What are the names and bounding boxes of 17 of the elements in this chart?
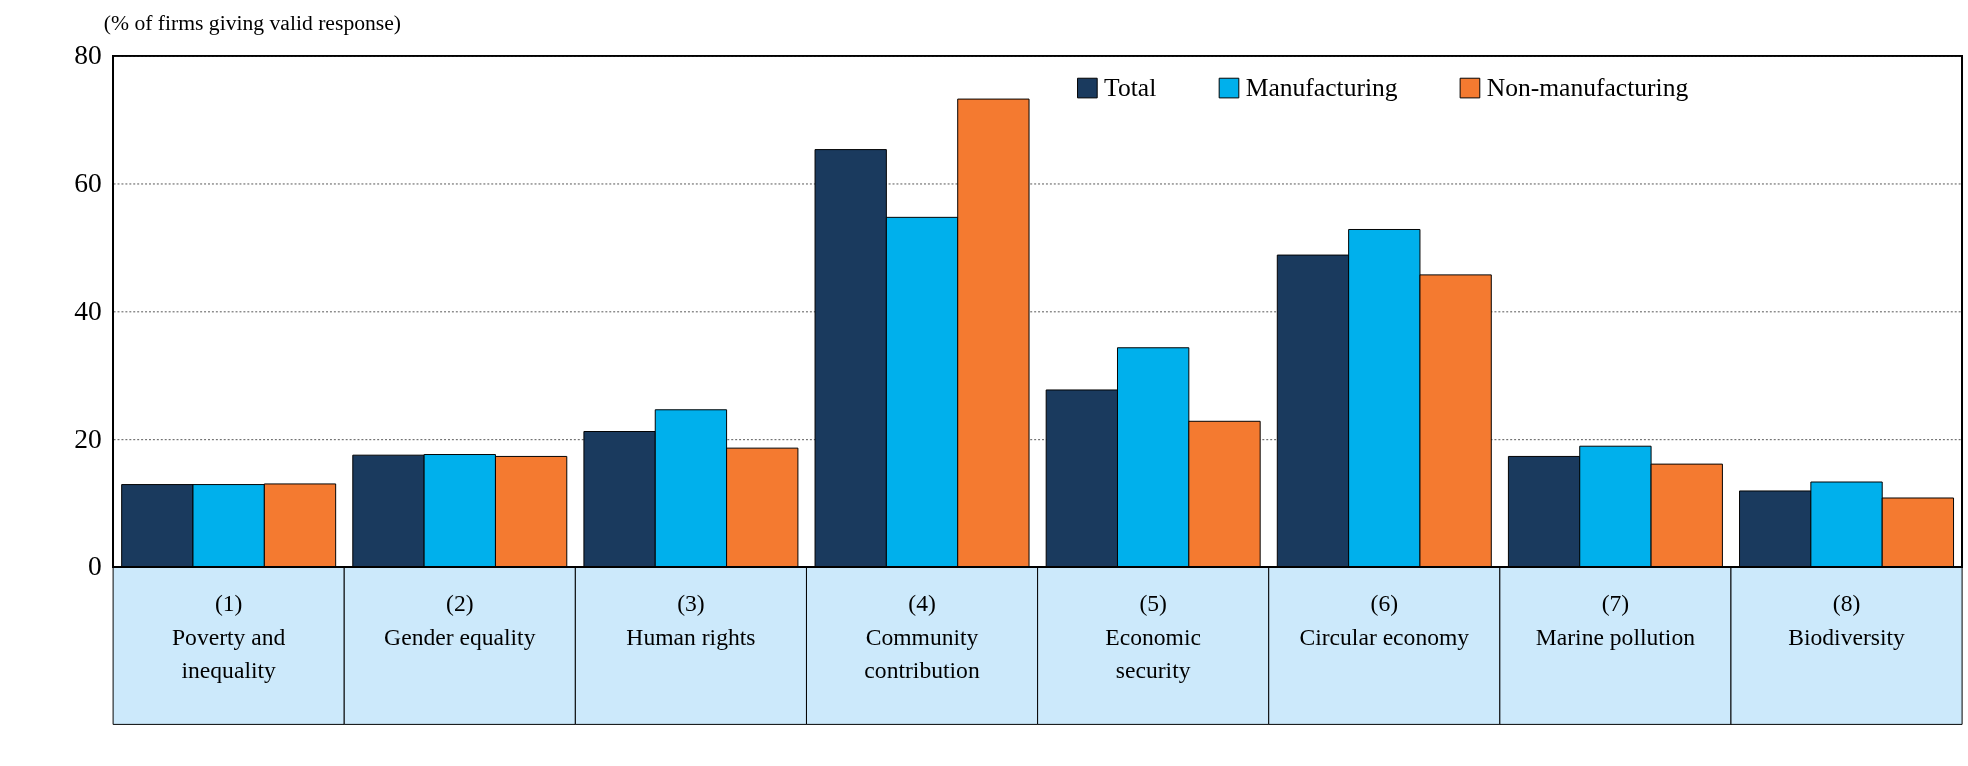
legend-label: Manufacturing: [1245, 72, 1398, 102]
x-tick-label: (8) Biodiversity: [1788, 590, 1906, 650]
y-tick-label: 40: [74, 294, 102, 326]
y-tick-label: 80: [74, 38, 102, 70]
x-tick-label: (4) Community contribution: [864, 590, 980, 684]
y-tick-label: 20: [74, 422, 102, 454]
y-tick-label: 0: [88, 550, 102, 582]
legend-label: Non-manufacturing: [1486, 72, 1689, 102]
x-tick-label: (5) Economic security: [1105, 590, 1201, 684]
x-tick-label: (3) Human rights: [626, 590, 756, 650]
y-axis-title: (% of firms giving valid response): [103, 10, 402, 35]
x-tick-label: (2) Gender equality: [384, 590, 536, 650]
x-tick-label: (6) Circular economy: [1299, 590, 1470, 650]
x-tick-label: (1) Poverty and inequality: [171, 590, 286, 684]
y-tick-label: 60: [74, 166, 102, 198]
legend-label: Total: [1104, 72, 1157, 102]
x-tick-label: (7) Marine pollution: [1535, 590, 1696, 650]
